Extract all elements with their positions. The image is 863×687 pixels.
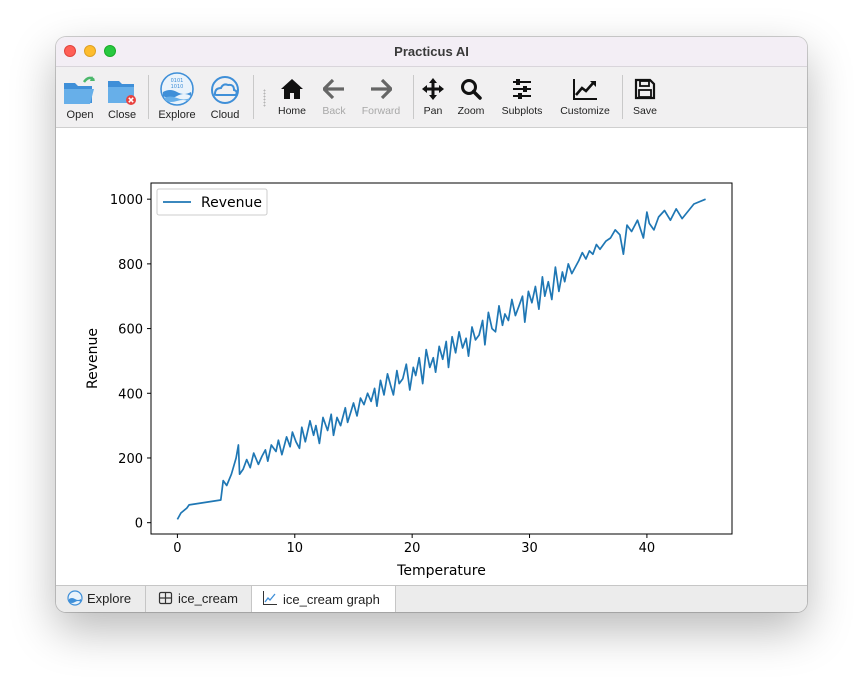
close-folder-icon [108, 81, 136, 105]
minimize-window-button[interactable] [84, 45, 96, 57]
explore-label: Explore [158, 109, 196, 121]
series-line-revenue [176, 198, 706, 520]
magnifier-icon [461, 79, 482, 100]
window-title: Practicus AI [394, 44, 469, 59]
home-label: Home [277, 105, 306, 117]
svg-text:0101: 0101 [171, 78, 184, 84]
tab-explore[interactable]: Explore [56, 586, 146, 612]
home-button[interactable]: Home [277, 67, 307, 127]
open-button[interactable]: Open [62, 67, 98, 127]
table-icon [158, 591, 173, 605]
y-tick-label: 800 [118, 258, 143, 273]
toolbar-grip-handle[interactable] [263, 89, 266, 107]
y-axis-label: Revenue [85, 328, 101, 389]
tab-explore-label: Explore [87, 591, 132, 606]
back-arrow-icon [323, 79, 344, 99]
document-tab-bar: Explore ice_cream ice_cream graph [56, 585, 807, 612]
legend-box [156, 188, 268, 216]
close-label: Close [107, 109, 137, 121]
cloud-icon [211, 76, 239, 104]
tab-ice-cream-label: ice_cream [178, 591, 238, 606]
pan-arrows-icon [422, 78, 444, 100]
trend-chart-icon [573, 79, 597, 100]
y-tick-label: 200 [118, 452, 143, 467]
globe-icon [67, 590, 83, 606]
zoom-button[interactable]: Zoom [457, 67, 485, 127]
y-tick-label: 600 [118, 323, 143, 338]
x-tick-label: 40 [639, 541, 656, 556]
toolbar-separator [622, 75, 623, 119]
svg-text:1010: 1010 [171, 84, 184, 90]
legend: Revenue [156, 188, 268, 216]
save-button[interactable]: Save [631, 67, 659, 127]
cloud-button[interactable]: Cloud [205, 67, 245, 127]
zoom-label: Zoom [457, 105, 485, 117]
save-label: Save [633, 105, 657, 117]
toolbar-separator [413, 75, 414, 119]
x-tick-label: 20 [404, 541, 421, 556]
app-window: Practicus AI Open Close [56, 37, 807, 612]
forward-arrow-icon [371, 79, 392, 99]
forward-label: Forward [361, 105, 401, 117]
y-tick-label: 400 [118, 387, 143, 402]
line-chart-icon [263, 591, 277, 605]
customize-button[interactable]: Customize [560, 67, 610, 127]
title-bar: Practicus AI [56, 37, 807, 67]
subplots-button[interactable]: Subplots [502, 67, 542, 127]
plot-area-frame [150, 182, 733, 535]
plot-canvas[interactable]: 0 10 20 30 40 0 200 400 600 800 1000 Temperature R… [56, 128, 807, 585]
tab-ice-cream[interactable]: ice_cream [146, 586, 252, 612]
pan-label: Pan [423, 105, 443, 117]
close-button[interactable]: Close [104, 67, 140, 127]
explore-button[interactable]: 0101 1010 Explore [157, 67, 197, 127]
legend-label: Revenue [201, 195, 262, 211]
subplots-label: Subplots [501, 105, 543, 117]
tab-ice-cream-graph-label: ice_cream graph [283, 592, 380, 607]
toolbar: Open Close 0101 1010 Explore [56, 67, 807, 128]
explore-data-icon: 0101 1010 [160, 72, 194, 106]
close-window-button[interactable] [64, 45, 76, 57]
back-button[interactable]: Back [320, 67, 348, 127]
back-label: Back [322, 105, 346, 117]
cloud-label: Cloud [210, 109, 240, 121]
x-tick-label: 10 [287, 541, 304, 556]
x-axis-label: Temperature [396, 563, 486, 579]
open-folder-icon [64, 76, 95, 104]
sliders-icon [513, 79, 531, 99]
floppy-disk-icon [634, 78, 656, 100]
customize-label: Customize [560, 105, 610, 117]
forward-button[interactable]: Forward [362, 67, 400, 127]
home-icon [281, 79, 303, 99]
open-label: Open [66, 109, 94, 121]
x-tick-label: 0 [173, 541, 181, 556]
y-tick-label: 1000 [110, 193, 143, 208]
toolbar-separator [148, 75, 149, 119]
toolbar-separator [253, 75, 254, 119]
zoom-window-button[interactable] [104, 45, 116, 57]
tab-ice-cream-graph[interactable]: ice_cream graph [252, 585, 396, 612]
pan-button[interactable]: Pan [420, 67, 446, 127]
y-tick-label: 0 [135, 517, 143, 532]
x-tick-label: 30 [521, 541, 538, 556]
